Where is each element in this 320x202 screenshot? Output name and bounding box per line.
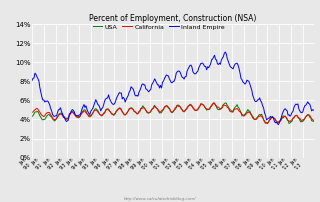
Legend: USA, California, Inland Empire: USA, California, Inland Empire: [93, 24, 225, 30]
California: [55, 117, 59, 120]
Line: California: California: [32, 103, 314, 123]
USA: [312, 120, 316, 122]
USA: [273, 118, 277, 120]
Inland Empire: [276, 123, 280, 126]
California: [273, 119, 277, 121]
Inland Empire: [312, 109, 316, 111]
USA: [280, 117, 284, 119]
California: [264, 122, 268, 124]
Inland Empire: [223, 51, 227, 53]
Text: http://www.calculatedriskblog.com/: http://www.calculatedriskblog.com/: [124, 197, 196, 201]
Title: Percent of Employment, Construction (NSA): Percent of Employment, Construction (NSA…: [89, 15, 257, 23]
USA: [223, 102, 227, 104]
USA: [266, 122, 269, 125]
USA: [30, 115, 34, 118]
Inland Empire: [55, 115, 59, 117]
Line: USA: USA: [32, 103, 314, 124]
Line: Inland Empire: Inland Empire: [32, 52, 314, 125]
Inland Empire: [268, 117, 271, 119]
Inland Empire: [272, 120, 276, 122]
California: [280, 116, 284, 118]
California: [268, 118, 272, 121]
Inland Empire: [30, 79, 34, 82]
California: [312, 120, 316, 122]
USA: [268, 117, 272, 119]
California: [289, 119, 293, 122]
Inland Empire: [280, 113, 284, 115]
California: [212, 102, 215, 104]
USA: [55, 117, 59, 120]
Inland Empire: [289, 114, 293, 116]
Inland Empire: [172, 80, 176, 82]
USA: [289, 121, 293, 123]
USA: [172, 109, 176, 111]
California: [30, 111, 34, 114]
California: [172, 108, 176, 111]
